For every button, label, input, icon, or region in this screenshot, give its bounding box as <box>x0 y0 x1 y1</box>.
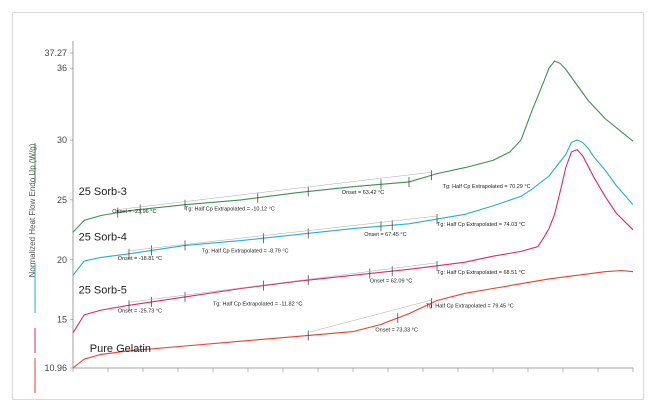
annotation-label: Tg: Half Cp Extrapolated = 79.45 °C <box>426 304 514 310</box>
annotation-label: Onset = 73.33 °C <box>375 328 417 334</box>
heat-flow-chart: 37.27 36 30 25 20 15 10.96 Normalized Heat Flow… <box>28 41 634 393</box>
y-tick-label: 30 <box>57 135 67 145</box>
series-line-pure-gelatin <box>72 269 634 369</box>
curve-label: Pure Gelatin <box>90 343 151 355</box>
y-tick-label: 36 <box>57 63 67 73</box>
annotation-label: Onset = 67.45 °C <box>364 232 406 238</box>
baseline-guide <box>128 215 438 252</box>
annotation-label: Onset = -23.96 °C <box>112 209 156 215</box>
annotation-label: Tg: Half Cp Extrapolated = 74.03 °C <box>437 222 525 228</box>
annotation-label: Tg: Half Cp Extrapolated = 70.29 °C <box>443 184 531 190</box>
curve-label: 25 Sorb-3 <box>79 186 127 198</box>
y-tick-label: 37.27 <box>44 48 67 58</box>
y-tick-label: 10.96 <box>44 363 67 373</box>
series-line-25-sorb-4 <box>72 139 634 276</box>
chart-frame: 37.27 36 30 25 20 15 10.96 Normalized Heat Flow… <box>12 12 644 400</box>
baseline-guide <box>128 262 438 303</box>
curve-label: 25 Sorb-4 <box>79 232 127 244</box>
series-line-25-sorb-5 <box>72 148 634 334</box>
annotation-label: Tg: Half Cp Extrapolated = 68.51 °C <box>437 270 525 276</box>
curve-label: 25 Sorb-5 <box>79 284 127 296</box>
baseline-guide <box>117 171 432 210</box>
y-axis-label: Normalized Heat Flow Endo Up (W/g) <box>28 143 37 277</box>
series-line-25-sorb-3 <box>72 60 634 233</box>
y-tick-label: 25 <box>57 195 67 205</box>
annotation-label: Onset = 62.09 °C <box>370 279 412 285</box>
annotation-label: Tg: Half Cp Extrapolated = -10.12 °C <box>185 207 275 213</box>
annotation-label: Onset = 63.42 °C <box>342 190 384 196</box>
annotation-label: Onset = -25.73 °C <box>118 308 162 314</box>
baseline-guide <box>308 299 432 333</box>
y-tick-label: 20 <box>57 255 67 265</box>
annotation-label: Onset = -18.81 °C <box>118 256 162 262</box>
y-tick-label: 15 <box>57 315 67 325</box>
annotation-label: Tg: Half Cp Extrapolated = -11.82 °C <box>213 301 302 307</box>
annotation-label: Tg: Half Cp Extrapolated = -8.79 °C <box>202 249 289 255</box>
